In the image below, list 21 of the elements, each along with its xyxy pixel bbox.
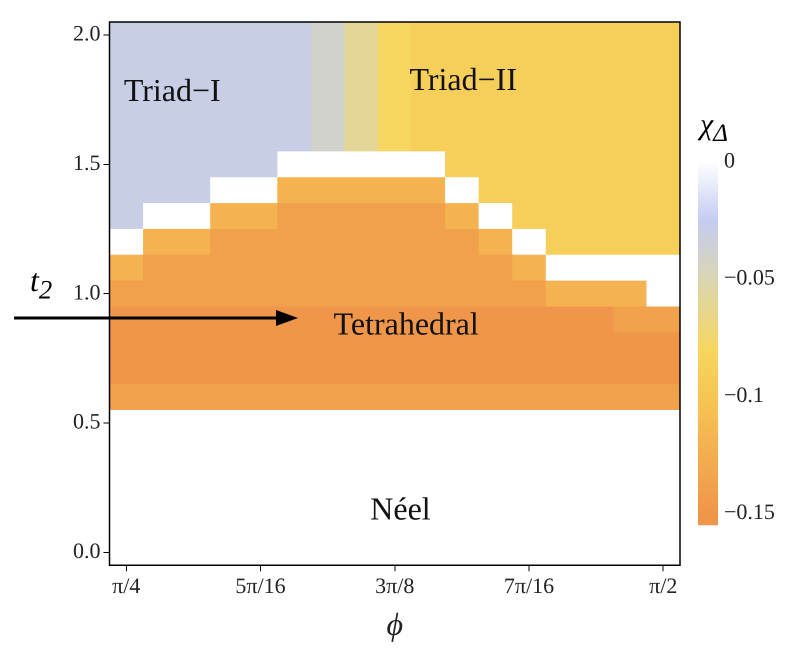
annotation: Triad−I bbox=[124, 72, 221, 108]
y-tick-label: 0.5 bbox=[73, 408, 100, 434]
color-bar-title: χ$_{Δ}$ bbox=[700, 108, 728, 148]
x-tick-label: 7π/16 bbox=[504, 573, 554, 598]
x-tick-label: π/2 bbox=[649, 573, 678, 598]
y-tick-label: 1.5 bbox=[73, 150, 100, 176]
y-tick-label: 2.0 bbox=[73, 20, 100, 46]
x-tick-label: 3π/8 bbox=[375, 573, 414, 598]
x-tick-label: π/4 bbox=[112, 573, 140, 598]
x-axis-title: ϕ bbox=[386, 606, 404, 642]
x-tick-label: 5π/16 bbox=[235, 573, 286, 598]
color-bar-label: −0.1 bbox=[724, 382, 764, 407]
annotation: Tetrahedral bbox=[334, 306, 479, 342]
y-axis-title: t$_{2}$ bbox=[30, 262, 52, 306]
y-tick-label: 1.0 bbox=[73, 279, 100, 304]
color-bar-label: 0 bbox=[724, 148, 735, 172]
annotation: Néel bbox=[370, 490, 431, 526]
annotation: Triad−II bbox=[409, 61, 517, 98]
y-tick-label: 0.0 bbox=[73, 538, 100, 564]
color-bar-label: −0.05 bbox=[724, 264, 775, 290]
color-bar-label: −0.15 bbox=[724, 499, 775, 524]
